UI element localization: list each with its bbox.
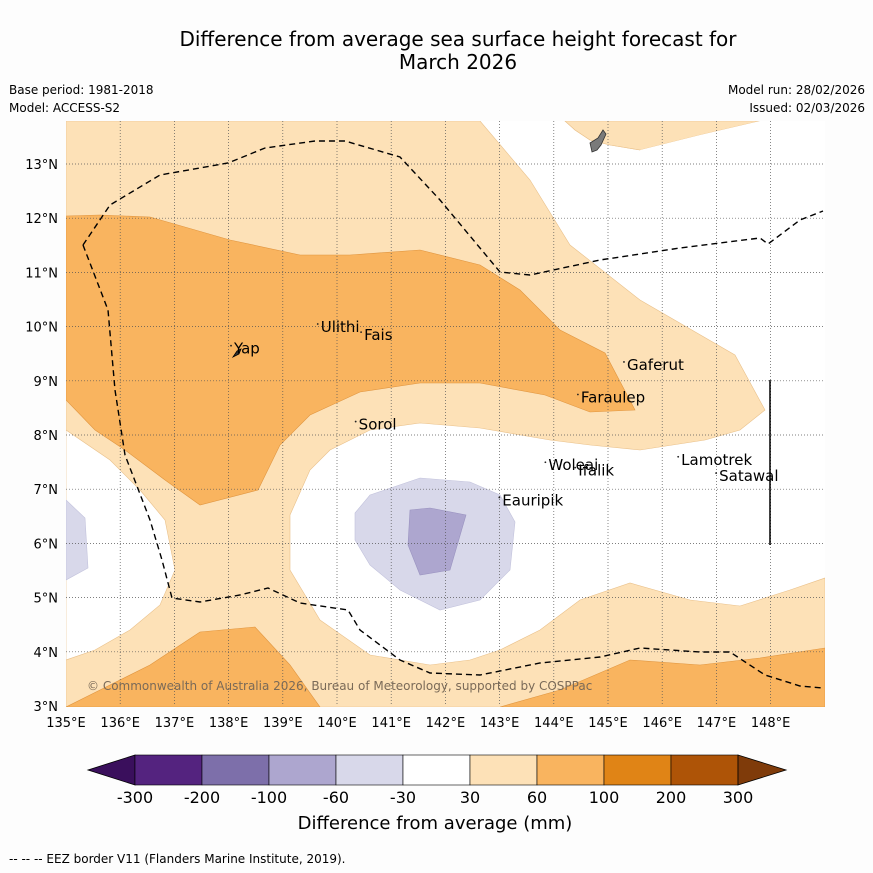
contour-60-100-south	[66, 626, 321, 707]
contour-60-100-north	[66, 214, 636, 506]
model-name: Model: ACCESS-S2	[9, 101, 121, 115]
lat-tick-label: 7°N	[34, 483, 59, 498]
colorbar-swatch	[603, 754, 672, 786]
lon-tick-label: 139°E	[263, 716, 303, 731]
island-label-faraulep: Faraulep	[581, 388, 645, 406]
lon-tick-label: 141°E	[371, 716, 411, 731]
lon-tick-label: 145°E	[588, 716, 628, 731]
graticule	[66, 121, 825, 706]
island-label-ifalik: Ifalik	[578, 462, 614, 480]
lat-tick-label: 11°N	[25, 266, 58, 281]
lat-tick-label: 8°N	[34, 429, 59, 444]
island-marker	[577, 393, 579, 396]
island-label-lamotrek: Lamotrek	[681, 451, 752, 469]
lon-tick-label: 137°E	[155, 716, 195, 731]
colorbar-tick-label: -300	[117, 788, 153, 807]
lon-tick-label: 142°E	[426, 716, 466, 731]
island-label-sorol: Sorol	[359, 416, 397, 434]
guam-island	[589, 129, 607, 153]
island-marker	[574, 466, 577, 469]
lon-tick-label: 146°E	[642, 716, 682, 731]
lat-tick-label: 12°N	[25, 212, 58, 227]
lon-tick-label: 138°E	[209, 716, 249, 731]
lat-tick-label: 13°N	[25, 158, 58, 173]
lon-tick-label: 140°E	[317, 716, 357, 731]
title-line-1: Difference from average sea surface heig…	[179, 27, 737, 51]
colorbar-extend-low	[86, 754, 136, 786]
lat-tick-label: 10°N	[25, 321, 58, 336]
colorbar-swatch	[402, 754, 471, 786]
base-period: Base period: 1981-2018	[9, 83, 154, 97]
lat-tick-label: 6°N	[34, 537, 59, 552]
colorbar-tick-label: 200	[656, 788, 687, 807]
title-line-2: March 2026	[398, 50, 518, 74]
island-label-yap: Yap	[233, 340, 260, 358]
island-marker	[316, 323, 319, 325]
lon-tick-label: 147°E	[697, 716, 737, 731]
yap-island	[231, 348, 242, 359]
lat-tick-label: 9°N	[34, 375, 59, 390]
lon-tick-label: 135°E	[46, 716, 86, 731]
colorbar-swatch	[201, 754, 270, 786]
model-run: Model run: 28/02/2026	[727, 83, 865, 97]
copyright: © Commonwealth of Australia 2026, Bureau…	[87, 679, 592, 693]
meta-left: Base period: 1981-2018 Model: ACCESS-S2	[9, 81, 154, 117]
lon-tick-label: 148°E	[751, 716, 791, 731]
lat-tick-label: 4°N	[34, 646, 59, 661]
island-marker	[715, 472, 718, 474]
colorbar-swatch	[670, 754, 739, 786]
island-marker	[498, 496, 501, 499]
axis-labels: 135°E 136°E 137°E 138°E 139°E 140°E 141°E 142°E…	[25, 158, 790, 731]
contour-60-100-southeast	[499, 647, 825, 707]
colorbar-swatch	[536, 754, 605, 786]
colorbar-swatch	[134, 754, 203, 786]
eez-border-west	[82, 244, 824, 689]
contour-fields	[66, 121, 825, 707]
colorbar-swatch	[335, 754, 404, 786]
island-label-eauripik: Eauripik	[502, 491, 563, 509]
eez-border	[82, 140, 824, 276]
island-label-fais: Fais	[364, 326, 393, 344]
contour-neg30-west	[66, 499, 89, 581]
island-marker	[360, 331, 362, 334]
colorbar-tick-label: -60	[323, 788, 349, 807]
lon-tick-label: 136°E	[100, 716, 140, 731]
lat-tick-label: 3°N	[34, 700, 59, 715]
figure-title: Difference from average sea surface heig…	[108, 28, 808, 74]
island-label-ulithi: Ulithi	[321, 318, 360, 336]
colorbar-tick-label: -30	[390, 788, 416, 807]
island-marker	[230, 344, 232, 347]
island-label-woleai: Woleai	[548, 456, 598, 474]
island-marker	[354, 420, 357, 423]
island-label-satawal: Satawal	[719, 467, 778, 485]
footnote: -- -- -- EEZ border V11 (Flanders Marine…	[9, 852, 346, 866]
colorbar-label: Difference from average (mm)	[297, 813, 573, 834]
lon-tick-label: 144°E	[534, 716, 574, 731]
colorbar-swatch	[469, 754, 538, 786]
colorbar-tick-label: 30	[460, 788, 480, 807]
colorbar-swatch	[268, 754, 337, 786]
colorbar-extend-high	[737, 754, 788, 786]
meta-right: Model run: 28/02/2026 Issued: 02/03/2026	[728, 81, 865, 117]
island-label-gaferut: Gaferut	[627, 356, 684, 374]
lon-tick-label: 143°E	[480, 716, 520, 731]
colorbar-tick-label: -100	[251, 788, 287, 807]
island-marker	[677, 455, 680, 458]
contour-neg60-neg100	[407, 507, 467, 576]
colorbar-tick-label: -200	[184, 788, 220, 807]
lat-tick-label: 5°N	[34, 592, 59, 607]
island-marker	[623, 361, 625, 363]
colorbar: -300 -200 -100 -60 -30 30 60 100 200 300	[86, 754, 788, 807]
neutral-east	[640, 121, 825, 420]
colorbar-tick-label: 100	[589, 788, 620, 807]
issued-date: Issued: 02/03/2026	[749, 101, 865, 115]
colorbar-tick-label: 300	[723, 788, 754, 807]
colorbar-tick-label: 60	[527, 788, 547, 807]
island-marker	[544, 461, 547, 464]
island-labels: Yap Ulithi Fais Sorol Gaferut Faraulep WoleaiI…	[230, 318, 779, 509]
